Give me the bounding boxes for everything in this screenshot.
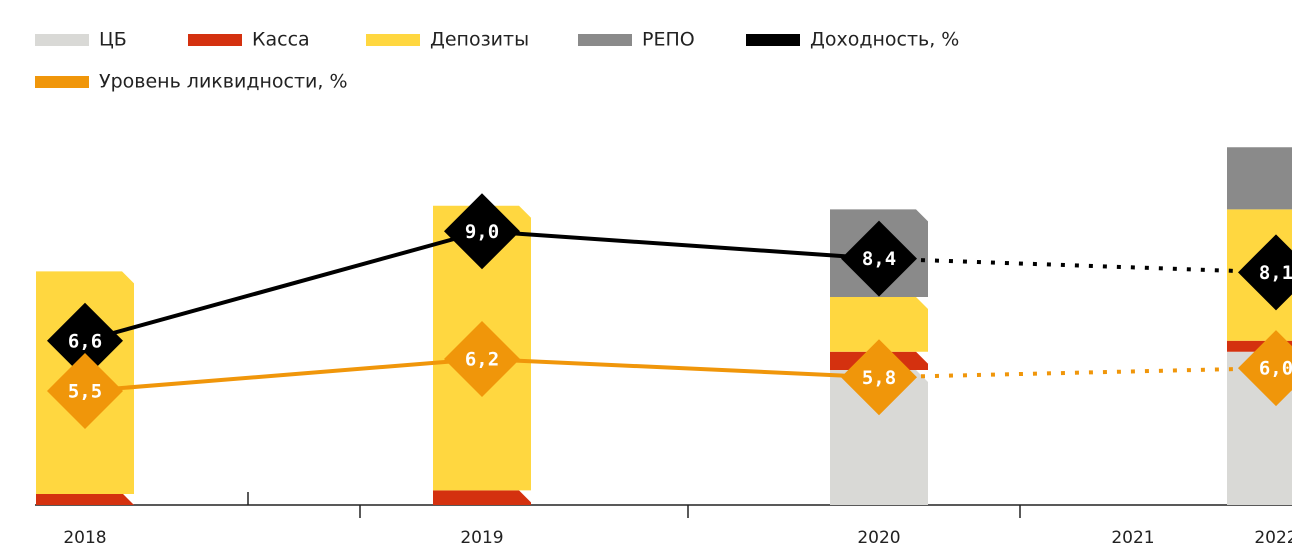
- x-tick-label: 2018: [63, 528, 106, 546]
- diamond-marker: [1238, 234, 1292, 311]
- diamond-marker: [47, 302, 123, 379]
- diamond-marker: [841, 220, 917, 297]
- diamond-marker: [444, 193, 520, 270]
- line-segment: [878, 366, 1277, 380]
- legend-label: Уровень ликвидности, %: [99, 71, 348, 93]
- bar-segment: [433, 490, 531, 505]
- axis-ticks: [247, 492, 1021, 518]
- line-segment: [84, 229, 483, 343]
- legend-label: Касса: [252, 29, 310, 51]
- legend-label: Доходность, %: [810, 29, 959, 51]
- x-tick-label: 2022: [1254, 528, 1292, 546]
- line-segment: [481, 229, 880, 261]
- legend-swatch: [366, 34, 420, 46]
- data-label: 6,2: [465, 349, 499, 371]
- data-label: 9,0: [465, 221, 499, 243]
- diamond-marker: [47, 352, 123, 429]
- legend-swatch: [35, 76, 89, 88]
- data-label: 8,1: [1259, 262, 1292, 284]
- legend-label: Депозиты: [430, 29, 529, 51]
- diamond-marker: [1238, 330, 1292, 407]
- x-tick-label: 2021: [1111, 528, 1154, 546]
- x-tick-label: 2019: [460, 528, 503, 546]
- line-segment: [84, 357, 483, 393]
- bar-segment: [830, 296, 928, 352]
- data-label: 6,6: [68, 330, 102, 352]
- data-label: 5,8: [862, 367, 896, 389]
- bar-segment: [36, 494, 134, 505]
- data-label: 5,5: [68, 380, 102, 402]
- line-segment: [878, 256, 1277, 275]
- line-segment: [481, 357, 880, 380]
- legend-label: РЕПО: [642, 29, 695, 51]
- data-label: 8,4: [862, 248, 896, 270]
- legend-swatch: [188, 34, 242, 46]
- legend-label: ЦБ: [99, 29, 127, 51]
- x-tick-label: 2020: [857, 528, 900, 546]
- legend-swatch: [578, 34, 632, 46]
- bar-segment: [1227, 147, 1292, 210]
- bar-segment: [830, 369, 928, 505]
- data-label: 6,0: [1259, 358, 1292, 380]
- diamond-marker: [444, 321, 520, 397]
- diamond-marker: [841, 339, 917, 416]
- legend-swatch: [35, 34, 89, 46]
- legend-swatch: [746, 34, 800, 46]
